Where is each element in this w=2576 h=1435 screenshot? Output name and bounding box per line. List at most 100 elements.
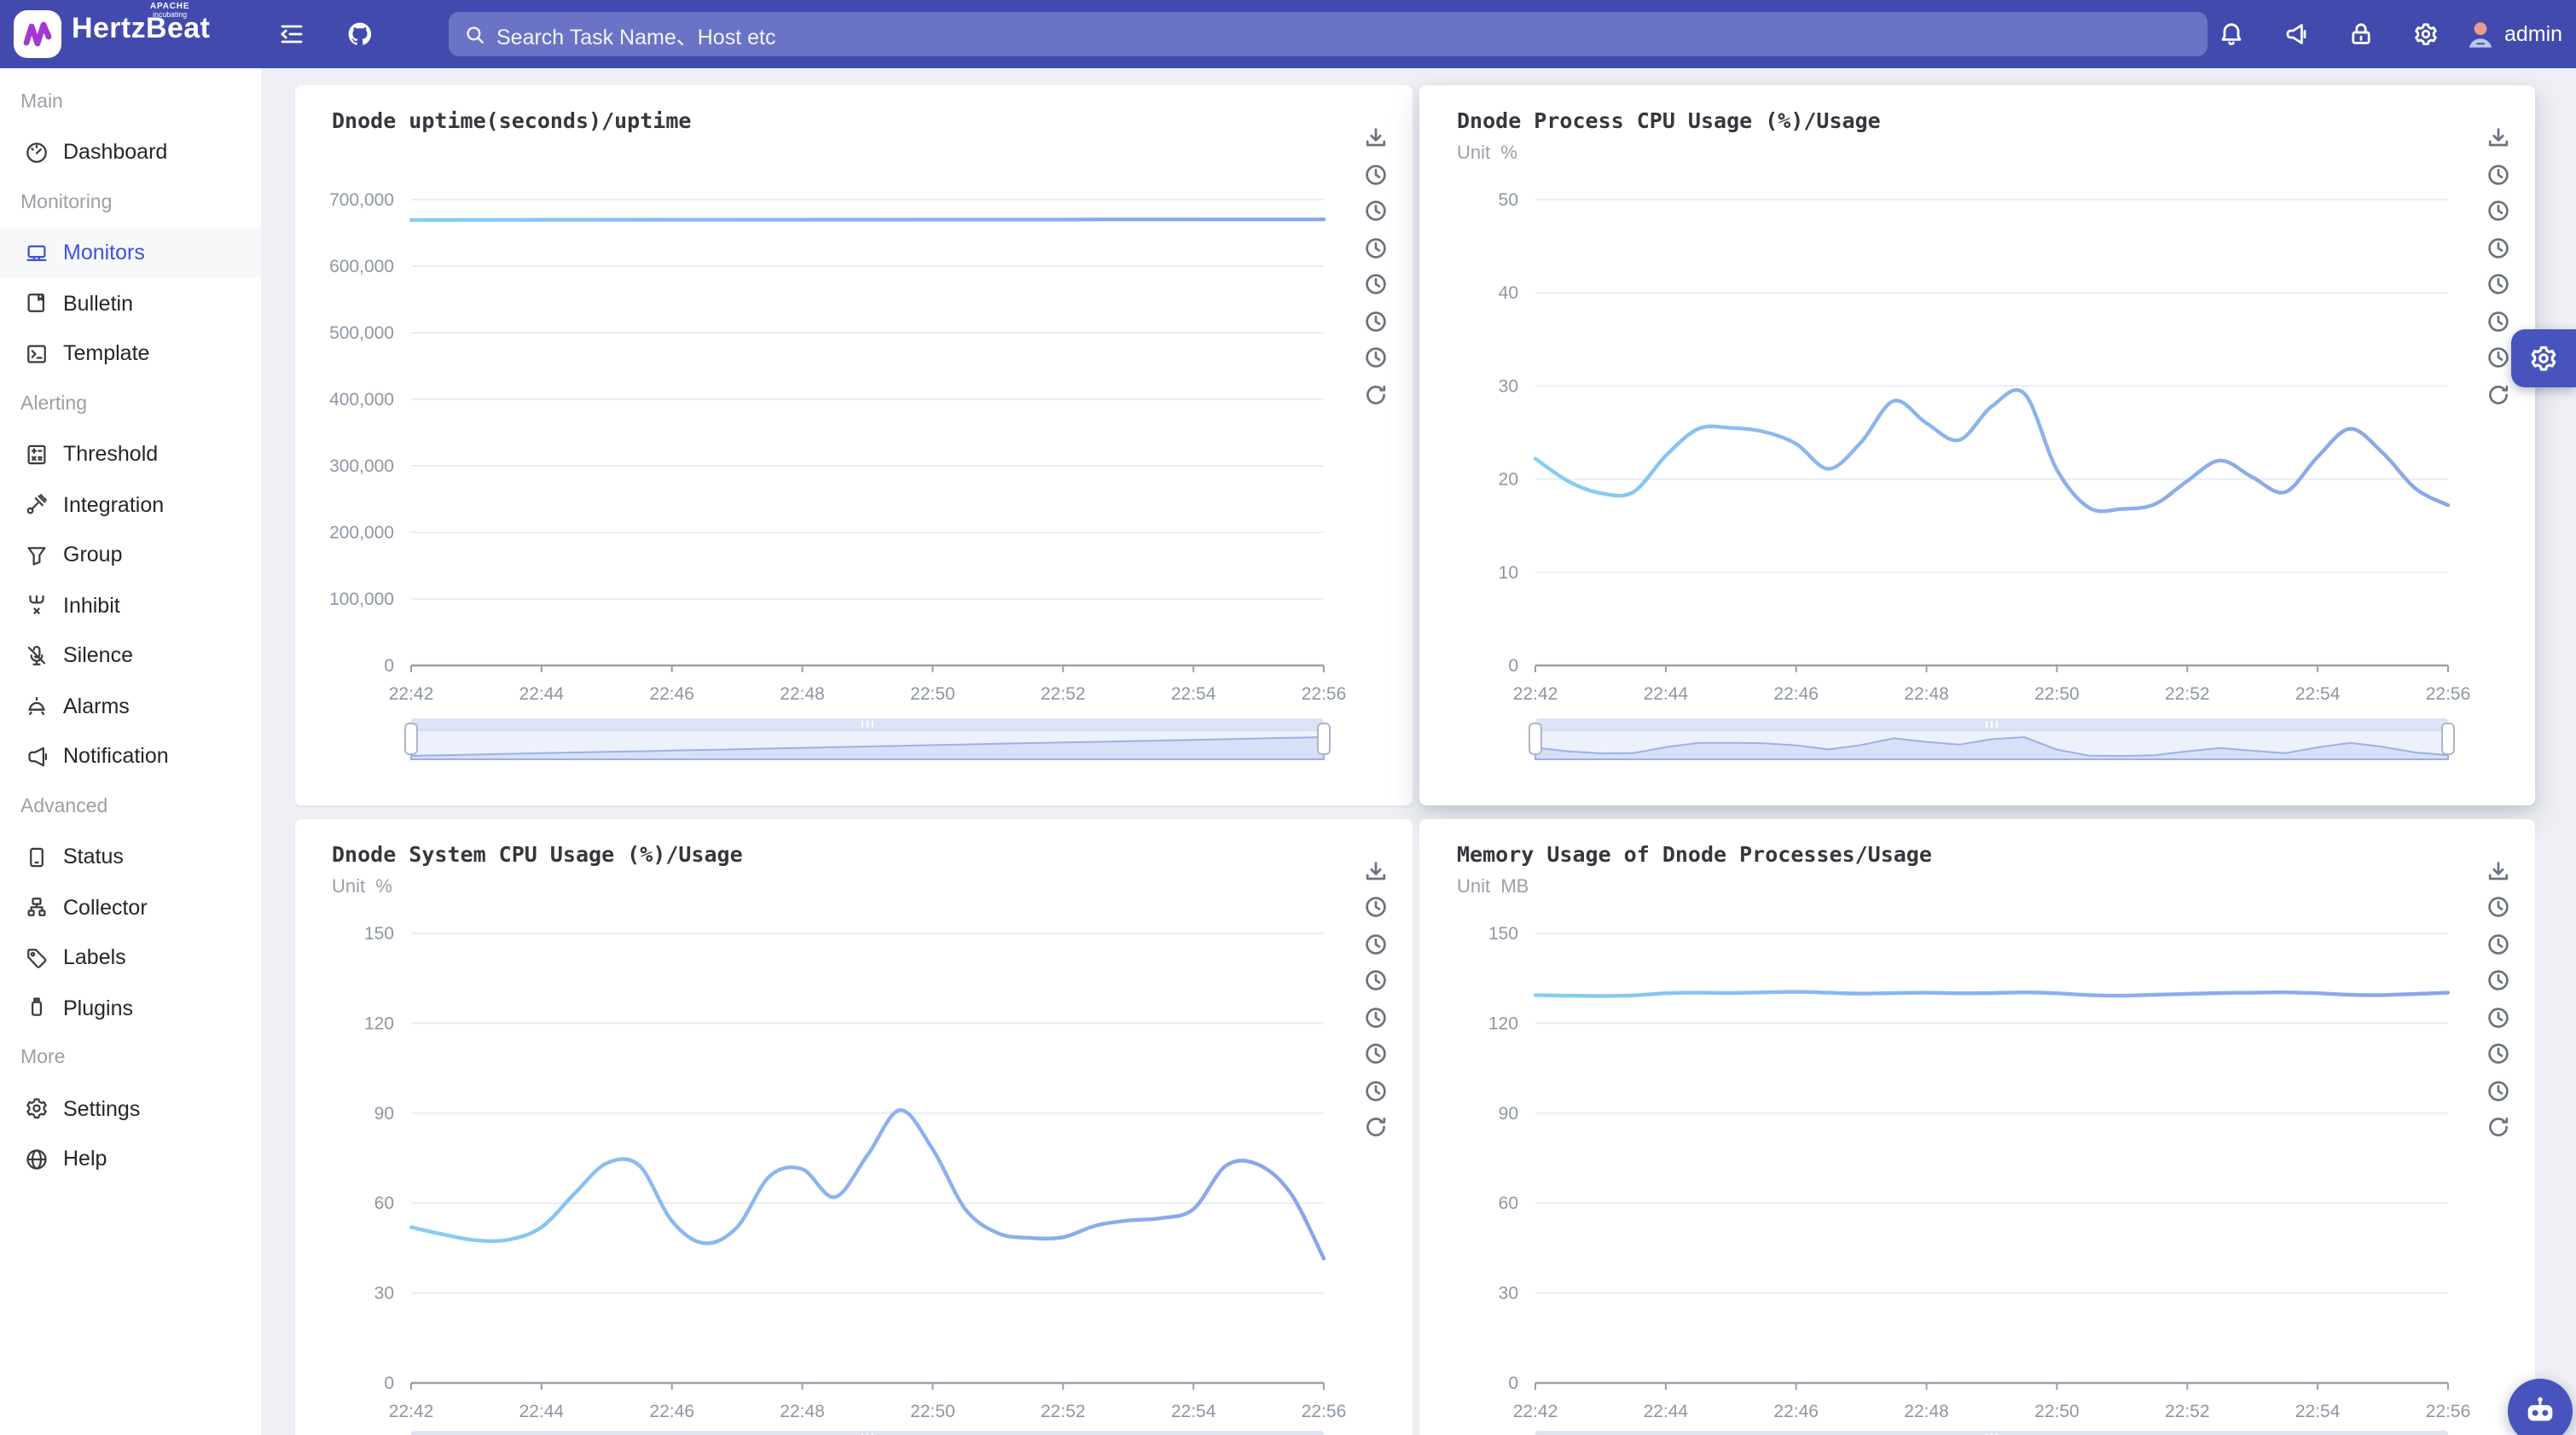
user-avatar[interactable]: [2463, 17, 2498, 51]
sidebar-item-collector[interactable]: Collector: [0, 882, 261, 932]
chart-toolbar: [2487, 126, 2509, 405]
svg-text:300,000: 300,000: [328, 456, 393, 476]
sidebar-item-bulletin[interactable]: Bulletin: [0, 278, 261, 328]
clock-icon[interactable]: [1365, 1006, 1387, 1028]
clock-icon[interactable]: [1365, 1043, 1387, 1065]
clock-icon[interactable]: [1365, 969, 1387, 991]
svg-text:30: 30: [374, 1283, 393, 1303]
clock-icon[interactable]: [2487, 932, 2509, 955]
clock-icon[interactable]: [2487, 273, 2509, 295]
svg-text:60: 60: [1499, 1193, 1518, 1212]
robot-icon: [2527, 1397, 2553, 1421]
svg-text:120: 120: [1488, 1013, 1518, 1032]
svg-text:22:54: 22:54: [2295, 684, 2341, 704]
svg-text:22:46: 22:46: [1773, 1401, 1819, 1420]
clock-icon[interactable]: [2487, 896, 2509, 918]
download-icon[interactable]: [2487, 126, 2509, 148]
svg-text:22:50: 22:50: [2034, 1401, 2080, 1420]
help-icon: [26, 1148, 47, 1170]
announcement-icon[interactable]: [2283, 20, 2310, 48]
svg-text:22:42: 22:42: [388, 684, 433, 704]
clock-icon[interactable]: [2487, 163, 2509, 185]
refresh-icon[interactable]: [1365, 1116, 1387, 1138]
clock-icon[interactable]: [1365, 896, 1387, 918]
uptime-line-chart[interactable]: 700,000 600,000 500,000 400,000 300,000 200,0…: [294, 85, 1413, 805]
memory-line-chart[interactable]: 150 120 90 60 30 0 22:42 22:44 22:46 22:48 22:50 22…: [1419, 818, 2535, 1435]
sidebar-item-template[interactable]: Template: [0, 328, 261, 379]
system-cpu-line-chart[interactable]: 150 120 90 60 30 0 22:42 22:44 22:46 22:48 22:50 22…: [294, 818, 1413, 1435]
sidebar-item-group[interactable]: Group: [0, 530, 261, 580]
sidebar-item-inhibit[interactable]: Inhibit: [0, 580, 261, 630]
sidebar-item-monitors[interactable]: Monitors: [0, 228, 261, 278]
clock-icon[interactable]: [1365, 310, 1387, 332]
clock-icon[interactable]: [1365, 346, 1387, 369]
sidebar-item-labels[interactable]: Labels: [0, 932, 261, 983]
svg-text:0: 0: [1508, 656, 1518, 676]
svg-text:20: 20: [1499, 470, 1518, 490]
menu-fold-icon[interactable]: [278, 20, 305, 48]
sidebar-item-integration[interactable]: Integration: [0, 479, 261, 530]
download-icon[interactable]: [1365, 126, 1387, 148]
svg-text:22:42: 22:42: [1513, 684, 1558, 704]
gear-icon[interactable]: [2412, 20, 2440, 48]
clock-icon[interactable]: [2487, 346, 2509, 369]
silence-icon: [27, 645, 46, 665]
clock-icon[interactable]: [1365, 200, 1387, 222]
clock-icon[interactable]: [1365, 273, 1387, 295]
sidebar-item-plugins[interactable]: Plugins: [0, 983, 261, 1033]
integration-icon: [26, 494, 47, 514]
sidebar-item-alarms[interactable]: Alarms: [0, 681, 261, 731]
svg-text:22:52: 22:52: [1040, 684, 1085, 704]
clock-icon[interactable]: [2487, 310, 2509, 332]
sidebar-group-advanced: Advanced: [20, 796, 108, 817]
clock-icon[interactable]: [2487, 1006, 2509, 1028]
download-icon[interactable]: [2487, 859, 2509, 881]
sidebar-item-status[interactable]: Status: [0, 832, 261, 882]
svg-text:0: 0: [1508, 1373, 1518, 1392]
chart-title: Dnode System CPU Usage (%)/Usage: [332, 840, 743, 866]
hertzbeat-logo[interactable]: [14, 10, 61, 58]
clock-icon[interactable]: [1365, 1079, 1387, 1101]
sidebar-item-notification[interactable]: Notification: [0, 731, 261, 781]
lock-icon[interactable]: [2347, 20, 2375, 48]
theme-settings-fab[interactable]: [2511, 329, 2576, 387]
sidebar-item-silence[interactable]: Silence: [0, 630, 261, 681]
sidebar-item-settings[interactable]: Settings: [0, 1084, 261, 1134]
svg-text:22:46: 22:46: [1773, 684, 1819, 704]
clock-icon[interactable]: [1365, 236, 1387, 259]
clock-icon[interactable]: [2487, 969, 2509, 991]
chart-unit-label: Unit %: [332, 876, 392, 897]
sidebar-item-help[interactable]: Help: [0, 1134, 261, 1184]
clock-icon[interactable]: [2487, 200, 2509, 222]
clock-icon[interactable]: [2487, 1043, 2509, 1065]
plugins-icon: [32, 997, 42, 1017]
sidebar-item-threshold[interactable]: Threshold: [0, 429, 261, 479]
process-cpu-line-chart[interactable]: 50 40 30 20 10 0 22:42 22:44 22:46 22:48 22:50 22:5…: [1419, 85, 2535, 805]
sidebar-item-dashboard[interactable]: Dashboard: [0, 127, 261, 177]
svg-text:22:50: 22:50: [2034, 684, 2080, 704]
github-icon[interactable]: [346, 20, 374, 48]
search-placeholder: Search Task Name、Host etc: [496, 25, 776, 49]
refresh-icon[interactable]: [1365, 383, 1387, 405]
refresh-icon[interactable]: [2487, 1116, 2509, 1138]
hertzbeat-logo-icon: [23, 21, 52, 47]
svg-text:22:54: 22:54: [1170, 1401, 1215, 1420]
sidebar-group-monitoring: Monitoring: [20, 192, 113, 213]
clock-icon[interactable]: [2487, 1079, 2509, 1101]
svg-text:22:46: 22:46: [648, 1401, 693, 1420]
group-icon: [27, 546, 46, 566]
download-icon[interactable]: [1365, 859, 1387, 881]
username-label[interactable]: admin: [2504, 22, 2563, 46]
svg-text:22:52: 22:52: [2165, 684, 2210, 704]
clock-icon[interactable]: [1365, 932, 1387, 955]
search-input[interactable]: Search Task Name、Host etc: [449, 12, 2208, 56]
clock-icon[interactable]: [2487, 236, 2509, 259]
bell-icon[interactable]: [2218, 20, 2245, 48]
threshold-icon: [27, 444, 46, 464]
chart-unit-label: Unit %: [1457, 143, 1517, 164]
dashboard-icon: [26, 142, 47, 163]
refresh-icon[interactable]: [2487, 383, 2509, 405]
clock-icon[interactable]: [1365, 163, 1387, 185]
sidebar-nav: Main Dashboard Monitoring Monitors Bulle…: [0, 68, 263, 1435]
ai-assistant-fab[interactable]: [2508, 1379, 2573, 1435]
